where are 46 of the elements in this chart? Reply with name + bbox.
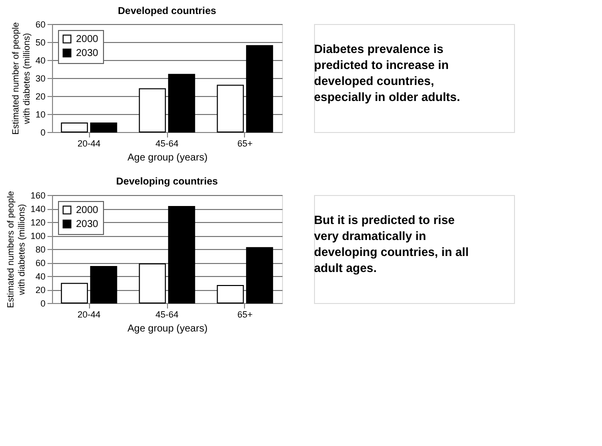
- y-tick-label: 50: [35, 38, 46, 48]
- x-tick-label: 20-44: [78, 138, 101, 148]
- x-tick-label: 65+: [237, 138, 253, 148]
- bar: [90, 266, 118, 304]
- legend-label: 2030: [76, 219, 99, 230]
- bar: [168, 206, 196, 304]
- text: But it is predicted to rise very dramatically in developing countries, in all adult ages.: [314, 213, 469, 275]
- y-tick-label: 40: [35, 272, 46, 282]
- y-tick-label: 160: [30, 190, 46, 200]
- y-tick-label: 60: [35, 20, 46, 30]
- x-tick-label: 45-64: [155, 138, 179, 148]
- bar: [138, 88, 166, 132]
- legend-label: 2030: [76, 48, 99, 59]
- bar: [90, 122, 118, 132]
- chart-title: Developing countries: [116, 176, 218, 188]
- y-axis-title: Estimated number of people with diabetes (millions): [10, 22, 32, 135]
- legend-label: 2000: [76, 34, 99, 45]
- y-tick-label: 120: [30, 218, 46, 228]
- bar: [246, 247, 274, 304]
- x-tick-label: 20-44: [78, 310, 101, 320]
- bar: [168, 74, 196, 132]
- y-tick-label: 80: [35, 244, 46, 254]
- x-axis-title: Age group (years): [127, 152, 208, 164]
- bar: [216, 84, 244, 132]
- y-tick-label: 40: [35, 56, 46, 66]
- y-tick-label: 0: [40, 128, 46, 138]
- chart-title: Developed countries: [118, 6, 217, 17]
- x-axis-title: Age group (years): [127, 324, 208, 334]
- y-tick-label: 100: [30, 231, 46, 241]
- y-tick-label: 0: [40, 298, 46, 308]
- x-tick-label: 45-64: [155, 310, 179, 320]
- bar: [60, 282, 88, 304]
- y-axis-title: Estimated numbers of people with diabetes (millions): [5, 190, 26, 308]
- y-tick-label: 60: [35, 258, 46, 268]
- bar: [216, 284, 244, 304]
- bar: [138, 263, 166, 304]
- y-tick-label: 20: [35, 285, 46, 295]
- text: Diabetes prevalence is predicted to increase in developed countries, especially in older adults.: [314, 42, 460, 104]
- bar: [246, 45, 274, 132]
- y-tick-label: 20: [35, 92, 46, 102]
- x-tick-label: 65+: [237, 310, 253, 320]
- legend-label: 2000: [76, 205, 99, 216]
- bar: [60, 122, 88, 132]
- y-tick-label: 10: [35, 110, 46, 120]
- y-tick-label: 30: [35, 74, 46, 84]
- y-tick-label: 140: [30, 204, 46, 214]
